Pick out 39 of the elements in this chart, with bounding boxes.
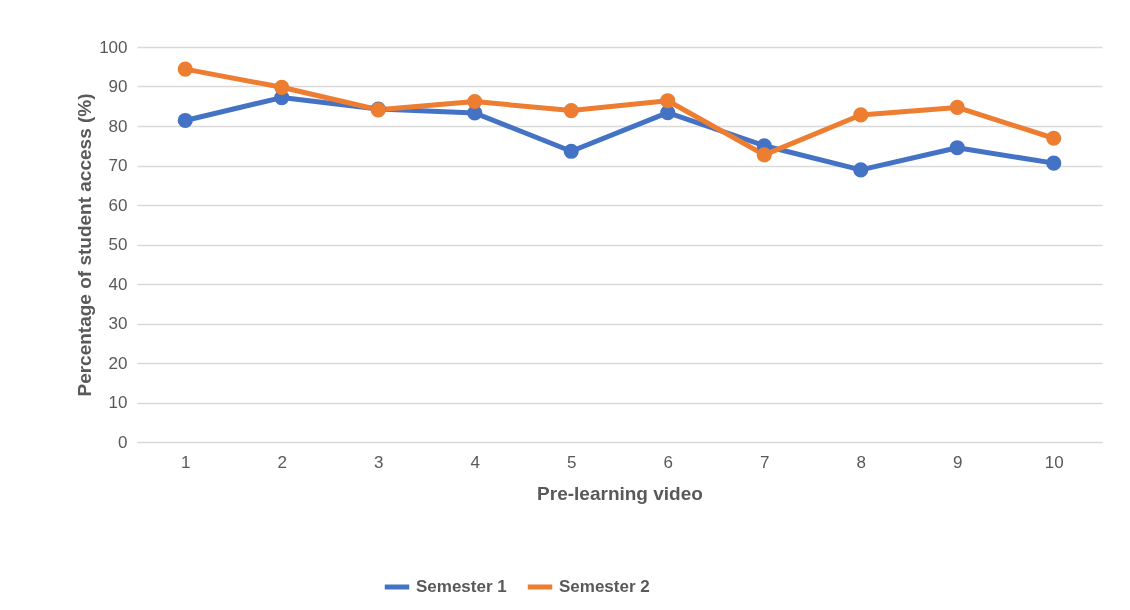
point [177,61,193,77]
x-tick-label: 2 [277,452,287,472]
y-tick-label: 90 [108,77,128,96]
point [853,107,869,123]
y-tick-label: 70 [108,156,128,175]
y-tick-label: 30 [108,314,128,333]
y-tick-label: 60 [108,195,128,215]
point [563,103,579,119]
point [1046,130,1062,146]
x-tick-label: 5 [567,452,577,472]
point [756,147,772,163]
point [467,93,483,110]
y-tick-label: 40 [108,274,128,294]
point [274,79,290,95]
y-tick-label: 20 [108,353,128,373]
y-tick-label: 50 [108,235,128,254]
y-axis-title: Percentage of student access (%) [74,93,96,397]
point [853,162,869,178]
x-tick-label: 3 [374,452,384,472]
point [563,143,579,159]
y-tick-label: 100 [99,37,128,57]
point [949,140,965,156]
x-tick-label: 7 [760,452,770,472]
point [949,99,965,115]
y-tick-label: 10 [108,393,128,412]
x-tick-label: 9 [953,452,963,472]
x-tick-label: 4 [470,452,480,472]
x-axis-title: Pre-learning video [537,482,703,504]
point [660,93,676,109]
x-tick-label: 8 [856,452,866,472]
x-tick-label: 10 [1044,452,1064,472]
y-tick-label: 80 [108,116,128,136]
x-tick-label: 6 [663,452,673,472]
y-tick-label: 0 [118,432,128,452]
legend-label: Semester 1 [416,577,507,596]
point [177,112,193,129]
x-tick-label: 1 [181,452,191,472]
point [1046,155,1062,171]
legend-label: Semester 2 [559,577,650,596]
